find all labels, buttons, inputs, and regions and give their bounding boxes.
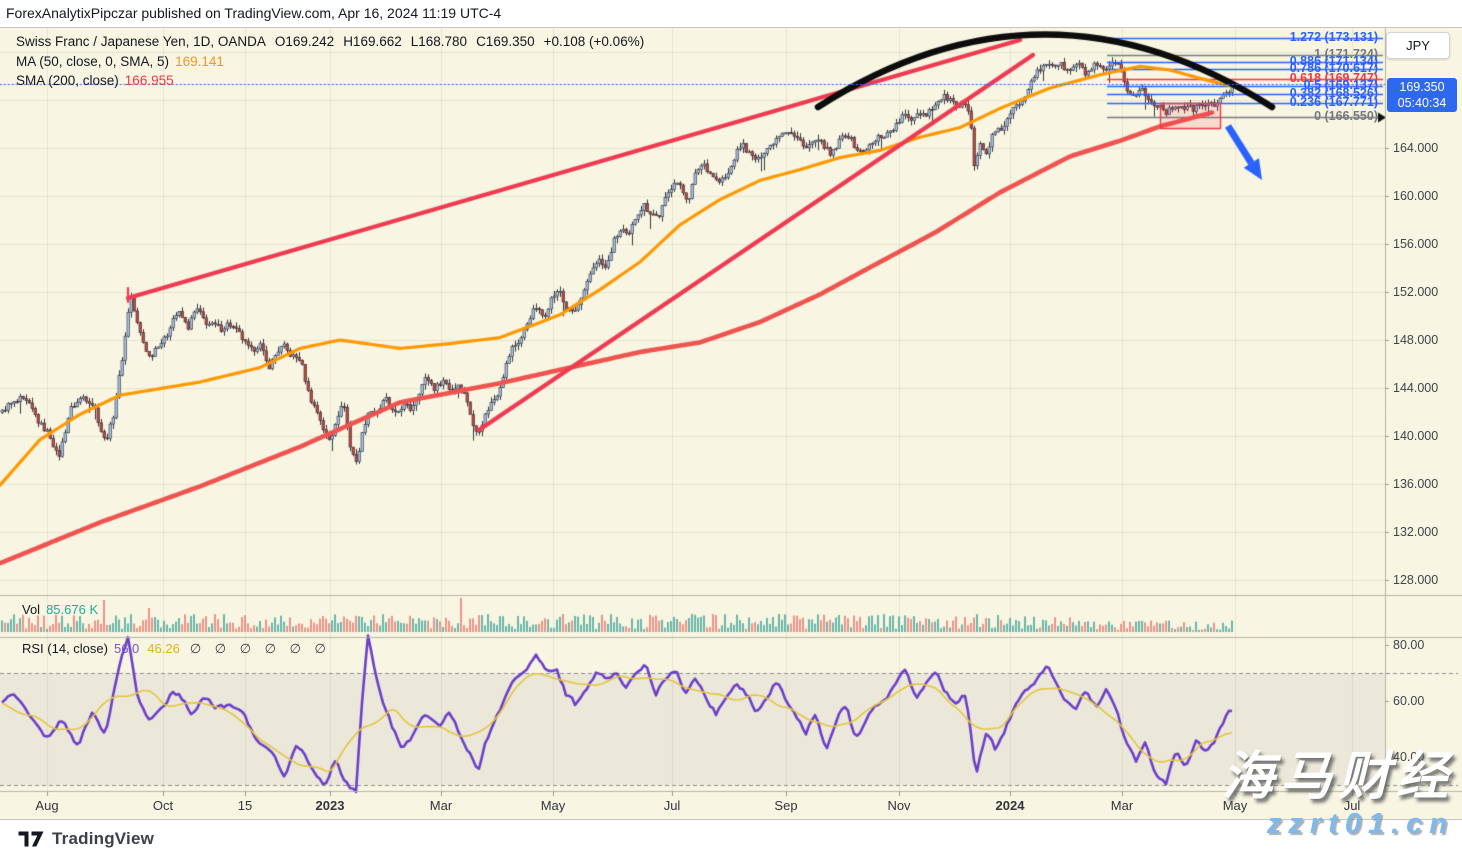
rsi-label: RSI (14, close) — [22, 641, 108, 656]
rsi-null-values: ∅ ∅ ∅ ∅ ∅ ∅ — [189, 641, 326, 656]
time-tick-label: 2023 — [315, 798, 345, 813]
fib-level-label: 0.886 (171.134) — [1289, 54, 1378, 69]
last-price-badge: 169.350 05:40:34 — [1387, 78, 1457, 112]
ma50-label: MA (50, close, 0, SMA, 5) — [16, 54, 170, 69]
attribution-text: ForexAnalytixPipczar published on Tradin… — [6, 5, 502, 21]
volume-value: 85.676 K — [46, 602, 99, 617]
price-tick-label: 156.000 — [1393, 237, 1439, 251]
tradingview-brand: TradingView — [52, 829, 155, 848]
footer-bar: TradingView — [0, 819, 1462, 857]
chart-area[interactable]: Swiss Franc / Japanese Yen, 1D, OANDA O16… — [0, 28, 1462, 819]
price-tick-label: 140.000 — [1393, 429, 1439, 443]
symbol-legend: Swiss Franc / Japanese Yen, 1D, OANDA O16… — [16, 34, 653, 49]
fib-level-label: 1.272 (173.131) — [1289, 30, 1378, 45]
volume-legend: Vol 85.676 K — [22, 602, 98, 617]
ma50-value: 169.141 — [175, 54, 224, 69]
time-tick-label: Nov — [887, 798, 911, 813]
fib-level-label: 0.5 (169.137) — [1303, 78, 1378, 93]
symbol-title: Swiss Franc / Japanese Yen, 1D, OANDA — [16, 34, 266, 49]
time-tick-label: 2024 — [995, 798, 1025, 813]
time-tick-label: Oct — [152, 798, 174, 813]
fib-level-label: 1 (171.724) — [1314, 47, 1378, 62]
ohlc-high: H169.662 — [343, 34, 402, 49]
tradingview-logo[interactable]: TradingView — [18, 829, 154, 849]
rsi-tick-label: 60.00 — [1393, 694, 1425, 708]
time-tick-label: Mar — [1110, 798, 1134, 813]
volume-label: Vol — [22, 602, 41, 617]
attribution-bar: ForexAnalytixPipczar published on Tradin… — [0, 0, 1462, 28]
rsi-tick-label: 40.00 — [1393, 750, 1425, 764]
currency-button[interactable]: JPY — [1386, 32, 1450, 59]
price-tick-label: 160.000 — [1393, 189, 1439, 203]
last-price: 169.350 — [1399, 80, 1445, 94]
sma200-value: 166.955 — [124, 73, 174, 88]
price-tick-label: 144.000 — [1393, 381, 1439, 395]
bar-countdown: 05:40:34 — [1397, 96, 1447, 110]
time-tick-label: 15 — [237, 798, 253, 813]
rsi-value: 56.0 — [113, 641, 140, 656]
sma200-legend: SMA (200, close) 166.955 — [16, 73, 174, 88]
ohlc-open: O169.242 — [274, 34, 335, 49]
rsi-ma-value: 46.26 — [147, 641, 180, 656]
time-tick-label: Sep — [774, 798, 798, 813]
ohlc-change: +0.108 (+0.06%) — [543, 34, 645, 49]
price-chart-canvas[interactable] — [0, 28, 1462, 819]
fib-level-label: 0 (166.550) — [1314, 109, 1378, 124]
sma200-label: SMA (200, close) — [16, 73, 119, 88]
time-tick-label: Mar — [429, 798, 453, 813]
time-tick-label: Aug — [35, 798, 59, 813]
ohlc-close: C169.350 — [476, 34, 535, 49]
price-tick-label: 152.000 — [1393, 285, 1439, 299]
fib-level-label: 0.786 (170.617) — [1289, 60, 1378, 75]
fib-level-label: 0.618 (169.747) — [1289, 71, 1378, 86]
price-tick-label: 148.000 — [1393, 333, 1439, 347]
fib-level-label: 0.382 (168.526) — [1289, 85, 1378, 100]
tradingview-mark-icon — [18, 831, 44, 847]
ohlc-low: L168.780 — [410, 34, 468, 49]
rsi-legend: RSI (14, close) 56.0 46.26 ∅ ∅ ∅ ∅ ∅ ∅ — [22, 641, 326, 657]
fib-level-label: 0.236 (167.771) — [1289, 94, 1378, 109]
time-tick-label: Jul — [663, 798, 681, 813]
time-tick-label: Jul — [1343, 798, 1361, 813]
price-tick-label: 136.000 — [1393, 477, 1439, 491]
rsi-tick-label: 80.00 — [1393, 638, 1425, 652]
price-tick-label: 128.000 — [1393, 573, 1439, 587]
ma50-legend: MA (50, close, 0, SMA, 5) 169.141 — [16, 54, 224, 69]
time-tick-label: May — [540, 798, 566, 813]
price-tick-label: 132.000 — [1393, 525, 1439, 539]
price-tick-label: 164.000 — [1393, 141, 1439, 155]
time-tick-label: May — [1222, 798, 1248, 813]
